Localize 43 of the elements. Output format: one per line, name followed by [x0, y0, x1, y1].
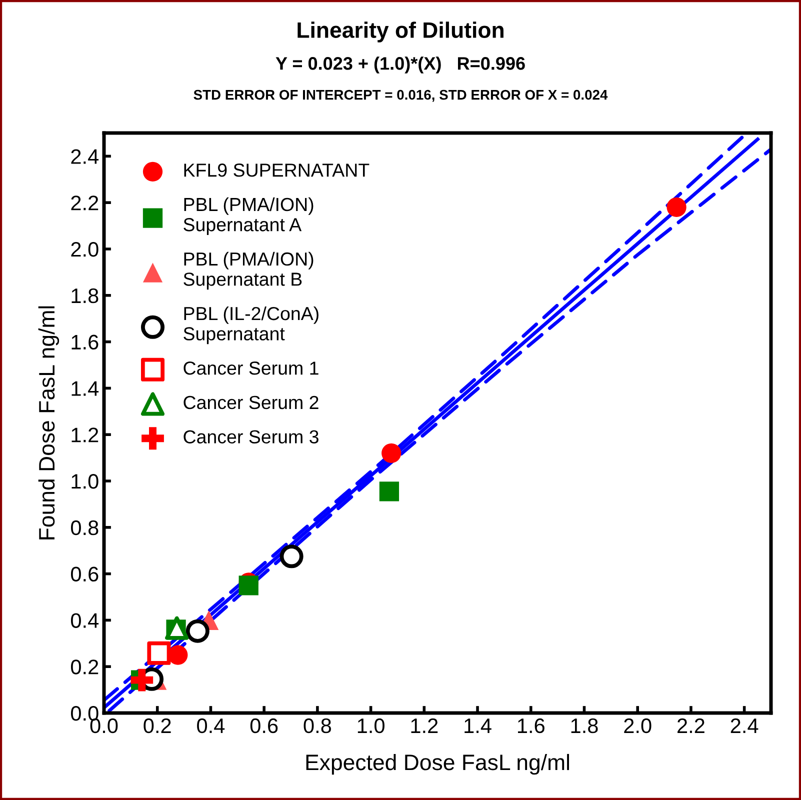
point	[280, 544, 304, 568]
y-tick-label: 2.0	[71, 242, 98, 257]
x-tick-label: 1.8	[571, 718, 598, 734]
legend-label: PBL (PMA/ION) Supernatant A	[184, 197, 314, 236]
legend-label: PBL (PMA/ION) Supernatant B	[184, 252, 314, 290]
legend-label: Cancer Serum 1	[184, 361, 318, 375]
legend-label: KFL9 SUPERNATANT	[184, 163, 370, 177]
x-tick-label: 1.4	[464, 718, 492, 733]
x-tick-label: 2.2	[678, 718, 704, 733]
y-tick-label: 1.6	[72, 334, 98, 350]
chart-subtitle: Y = 0.023 + (1.0)*(X) R=0.996	[276, 56, 525, 74]
x-axis-title: Expected Dose FasL ng/ml	[306, 754, 570, 775]
y-tick-label: 1.4	[72, 381, 99, 396]
legend-label: PBL (IL-2/ConA) Supernatant	[184, 306, 318, 344]
y-tick-label: 0.8	[70, 520, 98, 536]
point	[666, 197, 686, 218]
y-tick-label: 2.2	[71, 196, 98, 210]
x-tick-label: 0.4	[197, 718, 225, 734]
y-tick-label: 1.2	[72, 428, 98, 442]
point	[147, 641, 171, 665]
y-axis-title: Found Dose FasL ng/ml	[38, 306, 60, 540]
y-tick-label: 2.4	[71, 149, 99, 164]
point	[379, 482, 400, 502]
x-tick-label: 0.6	[250, 718, 278, 734]
x-tick-label: 1.0	[358, 718, 384, 734]
legend-label: Cancer Serum 2	[184, 396, 318, 410]
x-tick-label: 1.2	[411, 718, 438, 733]
text: STD ERROR OF INTERCEPT = 0.016, STD ERROR OF X = 0.024	[194, 90, 608, 102]
x-tick-label: 1.6	[518, 718, 544, 734]
y-tick-label: 1.8	[72, 288, 98, 304]
x-tick-label: 0.8	[304, 718, 332, 734]
x-tick-label: 0.2	[144, 718, 171, 734]
x-tick-label: 2.4	[730, 718, 758, 733]
y-tick-label: 0.6	[70, 566, 98, 582]
chart-title: Linearity of Dilution	[298, 22, 504, 42]
y-tick-label: 0.4	[70, 613, 99, 628]
point	[165, 616, 189, 640]
y-tick-label: 1.0	[72, 474, 98, 489]
x-tick-label: 2.0	[624, 718, 652, 734]
point	[382, 443, 402, 463]
point	[186, 619, 210, 643]
legend-label: Cancer Serum 3	[184, 430, 318, 444]
y-tick-label: 0.2	[70, 660, 98, 674]
